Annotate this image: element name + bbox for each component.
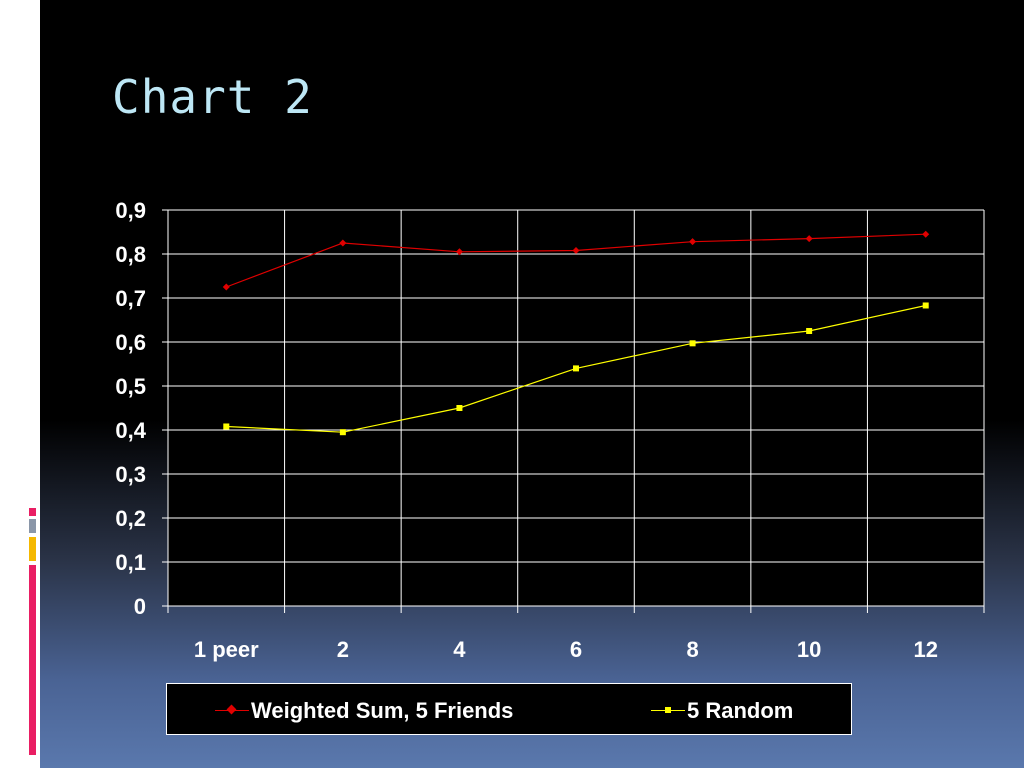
legend-label-series-1: Weighted Sum, 5 Friends: [251, 698, 514, 723]
x-tick-label: 1 peer: [194, 637, 259, 662]
grid-layer: [162, 209, 985, 613]
legend-label-series-2: 5 Random: [687, 698, 794, 723]
y-tick-label: 0,6: [115, 330, 146, 355]
x-tick-label: 12: [913, 637, 937, 662]
x-tick-label: 4: [453, 637, 466, 662]
y-tick-label: 0,3: [115, 462, 146, 487]
accent-bar-gray: [29, 519, 36, 533]
left-decor-strip: [0, 0, 40, 768]
x-tick-label: 8: [686, 637, 698, 662]
data-point-series-1: [455, 248, 463, 256]
chart-legend: Weighted Sum, 5 Friends 5 Random: [166, 683, 852, 735]
accent-bar-pink-top: [29, 508, 36, 516]
y-tick-label: 0,9: [115, 198, 146, 223]
legend-marker-series-2: [665, 707, 671, 713]
slide-title: Chart 2: [112, 70, 313, 124]
data-point-series-2: [573, 365, 579, 372]
data-point-series-2: [339, 429, 346, 436]
accent-bar-gold: [29, 537, 36, 561]
data-point-series-2: [922, 302, 929, 309]
data-point-series-1: [339, 239, 347, 247]
tick-layer: 0 0,1 0,2 0,3 0,4 0,5 0,6 0,7 0,8 0,9 1 peer 2 4 6 8 10…: [115, 198, 938, 662]
data-point-series-1: [689, 238, 697, 246]
y-tick-label: 0,5: [115, 374, 146, 399]
data-point-series-2: [223, 423, 230, 430]
data-point-series-1: [922, 230, 930, 238]
data-point-series-1: [805, 235, 813, 243]
data-point-series-1: [572, 246, 580, 254]
accent-bar-pink: [29, 565, 36, 755]
x-tick-label: 10: [797, 637, 821, 662]
y-tick-label: 0,4: [115, 418, 146, 443]
data-point-series-2: [456, 405, 463, 411]
legend-marker-series-1: [226, 704, 237, 715]
y-tick-label: 0,8: [115, 242, 146, 267]
plot-area: [168, 210, 984, 606]
y-tick-label: 0,1: [115, 550, 146, 575]
data-point-series-1: [222, 283, 230, 291]
y-tick-label: 0,2: [115, 506, 146, 531]
data-point-series-2: [689, 340, 696, 347]
y-tick-label: 0,7: [115, 286, 146, 311]
y-tick-label: 0: [134, 594, 146, 619]
x-tick-label: 2: [337, 637, 349, 662]
x-tick-label: 6: [570, 637, 582, 662]
series-layer: [222, 230, 930, 436]
data-point-series-2: [806, 328, 813, 334]
